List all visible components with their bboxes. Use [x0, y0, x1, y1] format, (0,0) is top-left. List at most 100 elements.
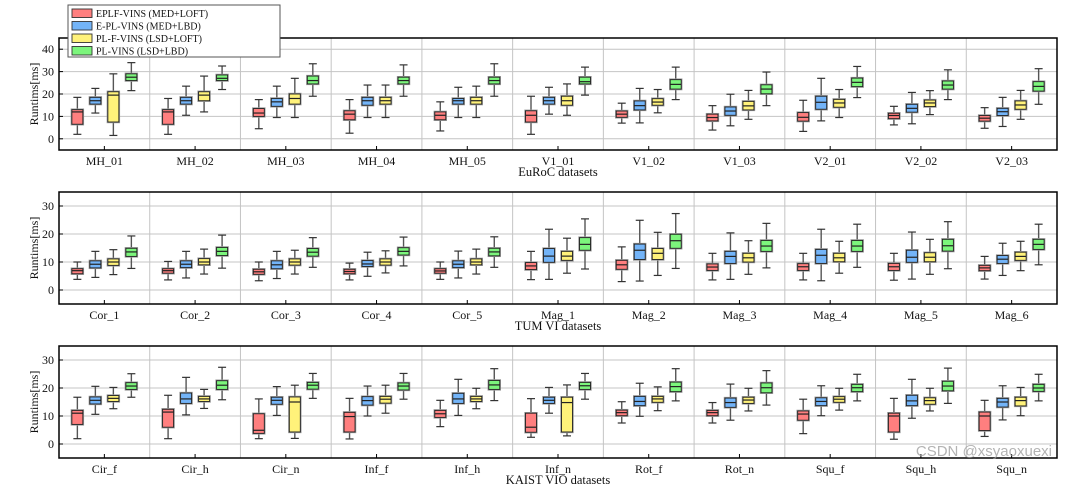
box-iqr: [887, 412, 900, 433]
box-Cor_1-series-2: [88, 250, 103, 278]
box-MH_04-series-4: [396, 64, 411, 97]
box-Inf_h-series-4: [487, 368, 501, 402]
box-Mag_5-series-2: [905, 231, 919, 280]
box-MH_02-series-1: [161, 97, 175, 135]
box-Mag_1-series-4: [578, 218, 592, 270]
box-Cor_5-series-1: [433, 261, 447, 280]
y-tick-label: 10: [42, 109, 54, 123]
box-iqr: [905, 249, 918, 263]
x-tick-label: V1_02: [632, 154, 665, 168]
x-tick-label: Cir_n: [272, 462, 299, 476]
box-Mag_6-series-3: [1013, 240, 1028, 272]
box-Mag_2-series-1: [615, 246, 629, 283]
box-Cor_3-series-1: [252, 261, 266, 282]
box-Cir_f-series-4: [124, 373, 139, 398]
legend-swatch: [71, 21, 93, 31]
x-tick-label: Cor_2: [180, 308, 210, 322]
x-tick-label: Mag_2: [632, 308, 666, 322]
x-tick-label: Rot_n: [725, 462, 754, 476]
x-tick-label: Rot_f: [635, 462, 662, 476]
box-Inf_f-series-3: [378, 384, 393, 414]
box-Cor_3-series-3: [288, 249, 302, 275]
box-V2_03-series-4: [1031, 68, 1046, 105]
box-Cor_2-series-3: [197, 248, 211, 275]
box-Cir_f-series-3: [106, 386, 121, 410]
x-tick-label: Squ_h: [906, 462, 937, 476]
box-iqr: [162, 408, 175, 428]
box-Mag_1-series-3: [560, 237, 574, 274]
box-Squ_f-series-3: [832, 387, 846, 411]
box-Squ_h-series-3: [923, 387, 937, 412]
x-tick-label: Squ_n: [996, 462, 1027, 476]
legend-entry: PL-F-VINS (LSD+LOFT): [96, 34, 202, 45]
box-V1_01-series-3: [560, 83, 574, 116]
box-Mag_5-series-3: [923, 238, 937, 275]
box-Mag_5-series-4: [941, 221, 955, 270]
box-MH_03-series-3: [288, 77, 302, 119]
box-MH_04-series-1: [342, 98, 357, 134]
box-Mag_6-series-4: [1031, 223, 1046, 266]
box-Mag_6-series-1: [977, 255, 992, 280]
y-tick-label: 0: [48, 132, 54, 146]
box-iqr: [561, 396, 573, 433]
x-tick-label: MH_02: [176, 154, 213, 168]
box-Cor_4-series-2: [360, 251, 375, 277]
box-Cor_5-series-4: [487, 236, 501, 268]
box-V1_01-series-4: [578, 66, 592, 96]
box-MH_05-series-2: [451, 86, 465, 119]
box-V2_03-series-1: [977, 107, 992, 129]
legend-swatch: [71, 46, 93, 56]
box-Inf_n-series-3: [560, 384, 574, 437]
box-Squ_n-series-1: [977, 399, 992, 438]
box-V1_01-series-1: [524, 95, 538, 135]
x-tick-label: Mag_4: [813, 308, 847, 322]
box-Cor_3-series-4: [306, 237, 320, 268]
box-Cor_2-series-4: [215, 234, 229, 269]
box-iqr: [633, 243, 646, 260]
box-Rot_f-series-4: [669, 368, 683, 402]
box-Squ_h-series-4: [941, 367, 955, 404]
x-tick-label: V1_01: [542, 154, 575, 168]
x-tick-label: Inf_h: [454, 462, 480, 476]
box-Cir_n-series-2: [270, 386, 284, 417]
box-Mag_3-series-2: [723, 232, 738, 280]
x-tick-label: V2_02: [905, 154, 938, 168]
legend-entry: EPLF-VINS (MED+LOFT): [96, 9, 208, 20]
panel-1: 0 10 20 30 40 MH_01 MH_02 MH_03 MH_04 MH_05 V1_01 V…: [27, 37, 1058, 179]
y-tick-label: 10: [42, 409, 54, 423]
box-V2_03-series-3: [1013, 89, 1028, 120]
x-tick-label: Squ_f: [816, 462, 845, 476]
box-Cor_4-series-4: [396, 236, 411, 267]
x-tick-label: Cir_h: [181, 462, 208, 476]
y-tick-label: 10: [42, 255, 54, 269]
box-Rot_n-series-3: [741, 387, 756, 412]
box-iqr: [579, 76, 591, 85]
box-Squ_n-series-3: [1013, 386, 1028, 417]
box-MH_05-series-1: [433, 101, 447, 132]
box-iqr: [797, 410, 810, 421]
box-Inf_n-series-2: [542, 386, 556, 414]
y-tick-label: 30: [42, 353, 54, 367]
x-axis-label: EuRoC datasets: [518, 165, 598, 179]
box-V2_02-series-3: [923, 90, 937, 116]
box-V1_03-series-2: [723, 93, 738, 127]
box-MH_01-series-1: [70, 96, 85, 135]
box-Inf_n-series-4: [578, 372, 592, 400]
box-MH_05-series-3: [469, 85, 483, 119]
box-Squ_n-series-2: [995, 385, 1010, 421]
box-Cir_h-series-2: [179, 376, 193, 416]
box-V2_01-series-4: [850, 65, 864, 99]
box-Cir_h-series-3: [197, 388, 211, 410]
box-Squ_f-series-1: [796, 398, 810, 435]
box-MH_02-series-3: [197, 75, 211, 113]
panel-3: 0 10 20 30 Cir_f Cir_h Cir_n Inf_f Inf_h Inf_n Rot…: [27, 345, 1058, 487]
box-MH_01-series-3: [106, 73, 121, 137]
box-V1_01-series-2: [542, 86, 556, 115]
box-Cor_1-series-3: [106, 249, 121, 276]
legend: EPLF-VINS (MED+LOFT)E-PL-VINS (MED+LBD)P…: [67, 4, 281, 58]
box-Cor_1-series-4: [124, 235, 139, 270]
box-Cir_f-series-2: [88, 385, 103, 415]
box-MH_03-series-2: [270, 85, 284, 119]
box-Cir_h-series-1: [161, 394, 175, 440]
box-Squ_h-series-2: [905, 378, 919, 419]
